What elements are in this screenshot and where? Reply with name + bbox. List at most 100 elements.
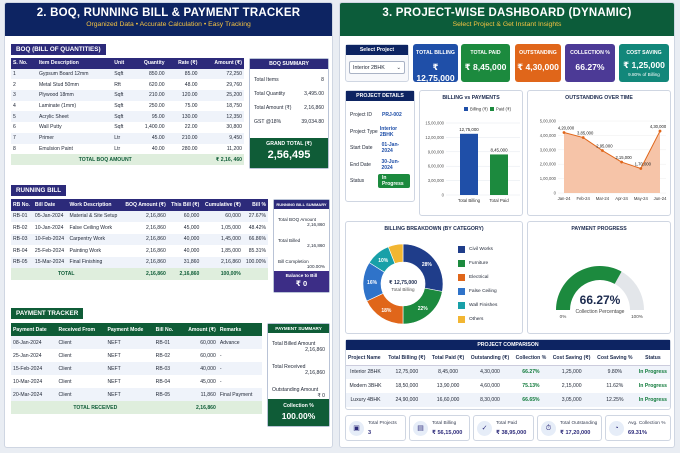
- rb-cell: 1,05,000: [221, 224, 241, 231]
- rb-cell: 60,000: [167, 210, 202, 222]
- pay-summary-heading: PAYMENT SUMMARY: [268, 324, 329, 333]
- legend-label: Billing (₹): [470, 107, 488, 112]
- comp-cell: 66.65%: [512, 393, 550, 407]
- bar-data-label: 12,75,000: [459, 127, 479, 132]
- y-tick-label: 4,00,000: [540, 133, 557, 138]
- kpi-value: ₹ 8,45,000: [464, 62, 507, 72]
- bar-data-label: 8,45,000: [490, 147, 508, 152]
- boq-cell: 4: [13, 103, 16, 110]
- boq-total-row: TOTAL BOQ AMOUNT ₹ 2,16, 460: [11, 154, 244, 165]
- boq-cell: 12,350: [199, 111, 244, 123]
- comp-col-header: Cost Saving (₹): [549, 351, 594, 366]
- rb-cell: 100.00%: [242, 256, 268, 268]
- pay-summary-row: Outstanding Amount ₹ 0: [268, 381, 329, 404]
- detail-row: Project Type Interior 2BHK: [346, 124, 414, 141]
- rb-cell: Final Finishing: [67, 256, 122, 268]
- boq-cell: Sqft: [112, 90, 132, 101]
- legend-swatch: [490, 107, 494, 111]
- comp-col-header: Total Paid (₹): [428, 351, 468, 366]
- pt-cell: -: [219, 378, 222, 385]
- grand-total-value: 2,56,495: [267, 149, 311, 161]
- boq-row: 1 Gypsum Board 12mm Sqft 850.00 85.00 72,250: [11, 68, 244, 80]
- pt-cell: 11,860: [179, 388, 218, 401]
- pt-col-header: Received From: [56, 323, 106, 336]
- boq-summary-label: GST @18%: [254, 119, 282, 125]
- legend-swatch: [458, 287, 465, 295]
- comp-cell: 16,60,000: [428, 393, 468, 407]
- slice-label: 18%: [381, 308, 392, 314]
- pt-cell: 15-Feb-2024: [11, 362, 57, 375]
- boq-cell: 1: [11, 68, 37, 80]
- pt-cell: RB-04: [155, 378, 171, 385]
- stat-value: 3: [368, 430, 372, 436]
- boq-cell: 2: [13, 81, 16, 88]
- data-point: [601, 149, 604, 152]
- rb-cell: 2,16,860: [145, 224, 166, 231]
- stat-value: ₹ 56,15,000: [432, 430, 463, 436]
- boq-cell: Sqft: [114, 124, 124, 131]
- boq-cell: 5: [11, 111, 37, 123]
- boq-cell: 95.00: [131, 111, 167, 123]
- payment-tracker-table: Payment Date Received From Payment Mode Bil…: [11, 323, 262, 414]
- rb-cell: RB-01: [11, 210, 33, 222]
- out-title: OUTSTANDING OVER TIME: [565, 95, 633, 101]
- pt-col-header: Remarks: [217, 323, 262, 336]
- comparison-table: Project Name Total Billing (₹) Total Paid …: [346, 351, 670, 407]
- rb-cell: RB-02: [13, 224, 28, 231]
- comp-cell: 2,15,000: [561, 383, 582, 389]
- footer-stat-total-projects: ▣ Total Projects 3: [345, 415, 406, 441]
- rb-col-header: Cumulative (₹): [201, 199, 243, 211]
- progress-label: Collection Percentage: [576, 309, 625, 315]
- data-label: 1,70,000: [635, 162, 652, 167]
- stat-label: Total Outstanding: [560, 421, 598, 426]
- y-tick-label: 5,00,000: [540, 119, 557, 124]
- right-subtitle: Select Project & Get Instant Insights: [452, 21, 562, 28]
- donut-title: BILLING BREAKDOWN (BY CATEGORY): [384, 226, 484, 232]
- x-tick-label: Mar-24: [596, 196, 610, 201]
- kpi-value: ₹ 1,25,000: [623, 60, 665, 70]
- pt-cell: 25-Jan-2024: [13, 352, 42, 359]
- pt-cell: NEFT: [105, 388, 154, 401]
- rb-header-row: RB No. Bill Date Work Description BOQ Amoun…: [11, 199, 268, 211]
- grand-total-label: GRAND TOTAL (₹): [266, 141, 312, 147]
- boq-row: 2 Metal Stud 50mm Rft 620.00 48.00 29,760: [11, 79, 244, 90]
- stat-label: Total Billing: [432, 421, 457, 426]
- boq-summary-row: Total Quantity 3,495.00: [250, 87, 328, 101]
- detail-row: Project ID PRJ-002: [346, 107, 414, 124]
- project-dropdown[interactable]: Interior 2BHK ⌄: [349, 61, 405, 74]
- stat-icon: ✓: [477, 421, 492, 436]
- rb-cell: 60,000: [201, 210, 243, 222]
- boq-summary-label: Total Items: [254, 77, 279, 83]
- boq-cell: Sqft: [112, 111, 132, 123]
- rb-summary-row: Total BOQ Amount 2,16,860: [274, 211, 329, 232]
- boq-cell: 620.00: [148, 81, 165, 88]
- detail-label: End Date: [350, 161, 371, 168]
- boq-cell: 75.00: [184, 103, 198, 110]
- boq-summary-value: 8: [321, 77, 324, 83]
- boq-col-header: Rate (₹): [166, 58, 200, 69]
- rb-row: RB-05 15-Mar-2024 Final Finishing 2,16,860 3…: [11, 256, 268, 268]
- pt-cell: Final Payment: [217, 388, 262, 401]
- rb-cell: 48.42%: [248, 224, 266, 231]
- detail-value: 30-Jun-2024: [381, 158, 400, 171]
- outstanding-line: [563, 130, 661, 170]
- slice-label: 22%: [418, 306, 429, 312]
- comp-row: Interior 2BHK 12,75,000 8,45,000 4,30,000 66…: [346, 365, 670, 379]
- comp-cell: 12,75,000: [384, 365, 429, 379]
- boq-cell: Primer: [36, 132, 113, 144]
- rb-cell: 2,16,860: [145, 247, 166, 254]
- stat-value: 69.31%: [628, 430, 647, 436]
- x-tick-label: Feb-24: [577, 196, 591, 201]
- details-heading: PROJECT DETAILS: [346, 91, 414, 101]
- rb-summary-value: 100.00%: [306, 263, 325, 269]
- kpi-card-collection-: COLLECTION % 66.27%: [565, 44, 615, 82]
- legend-label: False Ceiling: [469, 288, 497, 294]
- kpi-label: TOTAL BILLING: [416, 50, 455, 56]
- boq-row: 7 Primer Ltr 45.00 210.00 9,450: [11, 132, 244, 144]
- kpi-label: TOTAL PAID: [470, 50, 501, 56]
- rb-cell: 85.31%: [248, 247, 266, 254]
- billing-vs-payments-card: BILLING vs PAYMENTS 15,00,000 12,00,000 9,…: [419, 90, 523, 216]
- rb-summary-label: Bill Completion: [278, 258, 309, 264]
- rb-cell: 1,85,000: [221, 247, 241, 254]
